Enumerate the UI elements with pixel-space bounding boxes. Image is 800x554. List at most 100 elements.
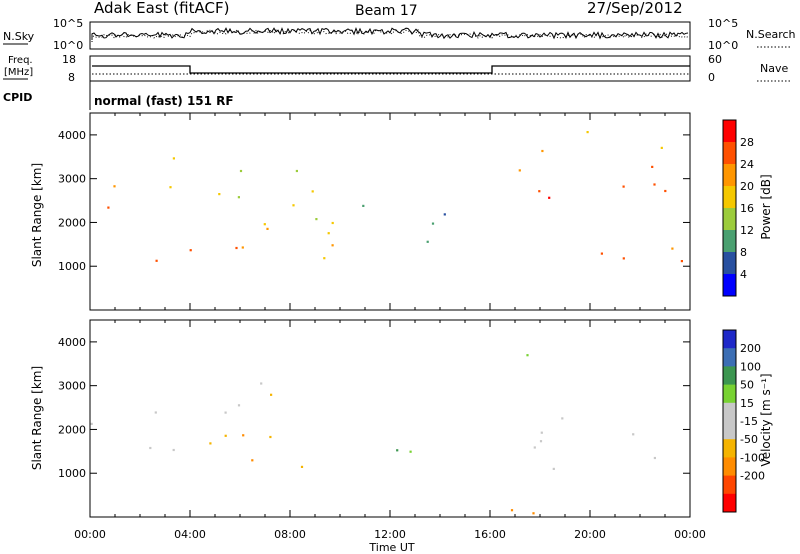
colorbar-tick-label: 16 (740, 202, 754, 215)
colorbar-swatch (723, 475, 736, 495)
colorbar-tick-label: 50 (740, 379, 754, 392)
velocity-heatmap-cells (90, 354, 656, 515)
heatmap-cell (538, 190, 541, 193)
heatmap-cell (242, 434, 245, 437)
velocity-x-ticks (89, 320, 691, 517)
colorbar-tick-label: 100 (740, 360, 761, 373)
x-tick-label: 00:00 (74, 528, 106, 541)
heatmap-cell (533, 446, 536, 449)
heatmap-cell (600, 252, 603, 255)
power-y-axis: 1000 2000 3000 4000 (58, 129, 690, 273)
x-tick-label: 04:00 (174, 528, 206, 541)
colorbar-swatch (723, 493, 736, 513)
colorbar-tick-label: -100 (740, 451, 765, 464)
nsearch-trace (91, 28, 689, 42)
nsky-trace (91, 26, 689, 40)
cpid-text: normal (fast) 151 RF (94, 94, 234, 108)
power-colorbar-label: Power [dB] (759, 174, 773, 239)
nsearch-tick-top: 10^5 (708, 17, 738, 30)
power-ylabel: Slant Range [km] (30, 163, 44, 267)
heatmap-cell (671, 247, 674, 250)
date-label: 27/Sep/2012 (587, 0, 683, 17)
heatmap-cell (518, 169, 521, 172)
colorbar-swatch (723, 330, 736, 349)
heatmap-cell (172, 448, 175, 452)
y-tick-label: 1000 (58, 467, 86, 480)
heatmap-cell (362, 204, 365, 207)
heatmap-cell (154, 411, 157, 414)
colorbar-swatch (723, 366, 736, 386)
heatmap-cell (622, 257, 625, 260)
heatmap-cell (155, 259, 158, 262)
nsky-panel: N.Sky 10^5 10^0 10^5 10^0 N.Search (3, 17, 796, 52)
nsearch-label: N.Search (746, 28, 796, 41)
colorbar-swatch (723, 384, 736, 404)
colorbar-swatch (723, 142, 736, 165)
heatmap-cell (331, 244, 334, 247)
velocity-plot-frame (89, 319, 691, 518)
heatmap-cell (552, 467, 555, 470)
heatmap-cell (300, 465, 304, 468)
heatmap-cell (113, 185, 116, 188)
heatmap-cell (311, 190, 314, 193)
heatmap-cell (632, 433, 635, 436)
heatmap-cell (260, 382, 263, 385)
y-tick-label: 2000 (58, 216, 86, 229)
heatmap-cell (269, 435, 272, 439)
nave-label: Nave (760, 62, 788, 75)
y-tick-label: 2000 (58, 423, 86, 436)
x-tick-label: 16:00 (474, 528, 506, 541)
heatmap-cell (539, 440, 543, 443)
colorbar-tick-label: 200 (740, 342, 761, 355)
cpid-label: CPID (3, 91, 32, 104)
colorbar-swatch (723, 421, 736, 440)
heatmap-cell (532, 512, 535, 515)
colorbar-tick-label: 8 (740, 246, 747, 259)
y-tick-label: 3000 (58, 173, 86, 186)
heatmap-cell (409, 450, 412, 453)
nave-tick-bottom: 0 (708, 71, 715, 84)
heatmap-cell (295, 169, 298, 173)
heatmap-cell (327, 232, 330, 235)
x-tick-labels: 00:00 04:00 08:00 12:00 16:00 20:00 00:00 (74, 528, 706, 541)
heatmap-cell (548, 196, 551, 199)
heatmap-cell (622, 185, 625, 188)
colorbar-swatch (723, 274, 736, 297)
heatmap-cell (586, 131, 589, 134)
heatmap-cell (541, 149, 544, 153)
beam-label: Beam 17 (355, 3, 418, 19)
heatmap-cell (172, 157, 175, 160)
heatmap-cell (237, 404, 241, 407)
heatmap-cell (561, 417, 564, 420)
freq-tick-top: 18 (62, 53, 76, 66)
freq-panel: Freq. [MHz] 18 8 60 0 Nave (3, 53, 790, 84)
heatmap-cell (189, 249, 192, 252)
y-tick-label: 3000 (58, 380, 86, 393)
heatmap-cell (241, 246, 244, 249)
heatmap-cell (149, 446, 152, 450)
colorbar-tick-label: -200 (740, 470, 765, 483)
colorbar-tick-label: 20 (740, 180, 754, 193)
x-tick-label: 20:00 (574, 528, 606, 541)
heatmap-cell (653, 456, 656, 460)
colorbar-tick-label: 28 (740, 136, 754, 149)
heatmap-cell (396, 449, 399, 452)
station-title: Adak East (fitACF) (94, 0, 229, 17)
heatmap-cell (331, 221, 334, 225)
velocity-panel: 1000 2000 3000 4000 Slant Range [km] (30, 319, 691, 518)
heatmap-cell (653, 183, 656, 186)
power-x-ticks (89, 113, 691, 310)
power-colorbar: 28 24 20 16 12 8 4 Power [dB] (722, 119, 773, 297)
nsearch-tick-bottom: 10^0 (708, 39, 738, 52)
colorbar-swatch (723, 186, 736, 209)
heatmap-cell (292, 204, 295, 207)
heatmap-cell (224, 434, 227, 437)
heatmap-cell (540, 431, 543, 434)
velocity-ylabel: Slant Range [km] (30, 366, 44, 470)
x-tick-label: 00:00 (674, 528, 706, 541)
x-tick-label: 12:00 (374, 528, 406, 541)
freq-label: Freq. (8, 55, 33, 66)
heatmap-cell (263, 223, 266, 226)
velocity-colorbar-label: Velocity [m s⁻¹] (759, 373, 773, 466)
heatmap-cell (251, 459, 254, 462)
